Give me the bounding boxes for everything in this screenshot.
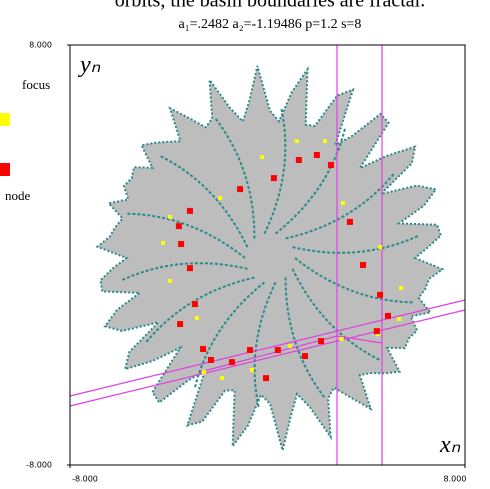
y-tick-label: -8.000 [26,461,52,470]
point [260,155,265,160]
plot-frame [69,44,466,466]
x-tick-label: 8.000 [444,475,467,484]
x-axis-label: xₙ [439,432,461,458]
point [177,321,184,328]
basin [95,65,445,451]
point [399,286,404,291]
point [373,328,380,335]
point [175,223,182,230]
point [218,196,223,201]
point [341,201,346,206]
point [397,317,402,322]
chart-subtitle: a₁=.2482 a₂=-1.19486 p=1.2 s=8 [179,17,362,32]
legend: focus node [0,77,50,203]
point [220,376,225,381]
basin-stripe [121,262,248,282]
point [207,357,214,363]
boundary-lines [69,45,466,465]
point [302,353,309,360]
basin-stripe [193,281,266,389]
basin-stripe [126,212,246,259]
point [161,240,166,245]
basin-area [95,65,445,451]
point [339,337,344,341]
diagonal-line [69,299,466,397]
x-tick-label: -8.000 [72,475,98,484]
point [167,214,172,219]
point [377,291,384,298]
point [263,375,270,382]
point [274,347,281,354]
basin-stripe [253,281,277,408]
point [295,156,302,163]
point [194,316,199,320]
basin-stripe [274,127,347,235]
basin-stripe [263,108,287,235]
legend-swatch [0,163,10,176]
basin-stripe [284,277,326,399]
point [249,367,254,372]
point [384,312,391,319]
point [287,344,292,349]
chart-title: orbits, the basin boundaries are fractal… [115,0,425,12]
point [323,139,328,144]
legend-label: focus [22,77,50,92]
point [313,151,320,158]
point [191,301,198,308]
point [360,261,367,268]
basin-stripe [294,257,414,304]
point [167,278,172,283]
point [270,175,277,182]
point [178,240,185,247]
point [237,186,244,193]
point [200,345,207,352]
point [186,207,193,214]
point [202,370,207,375]
basin-stripe [285,172,395,240]
marks [161,139,404,382]
legend-label: node [5,188,31,203]
diagonal-line [69,309,466,407]
point [378,245,383,250]
point [327,161,334,168]
basin-stripe [214,117,256,239]
basin-stripe [292,234,419,254]
y-axis-label: yₙ [78,52,101,78]
point [346,218,353,225]
legend-swatch [0,113,10,126]
basin-stripe [291,268,381,362]
basin-stripe [159,154,249,248]
point [246,347,253,354]
point [228,359,235,366]
point [318,338,325,345]
y-tick-label: 8.000 [29,41,52,50]
diagonal-line [199,335,383,373]
point [186,265,193,272]
point [294,139,299,144]
